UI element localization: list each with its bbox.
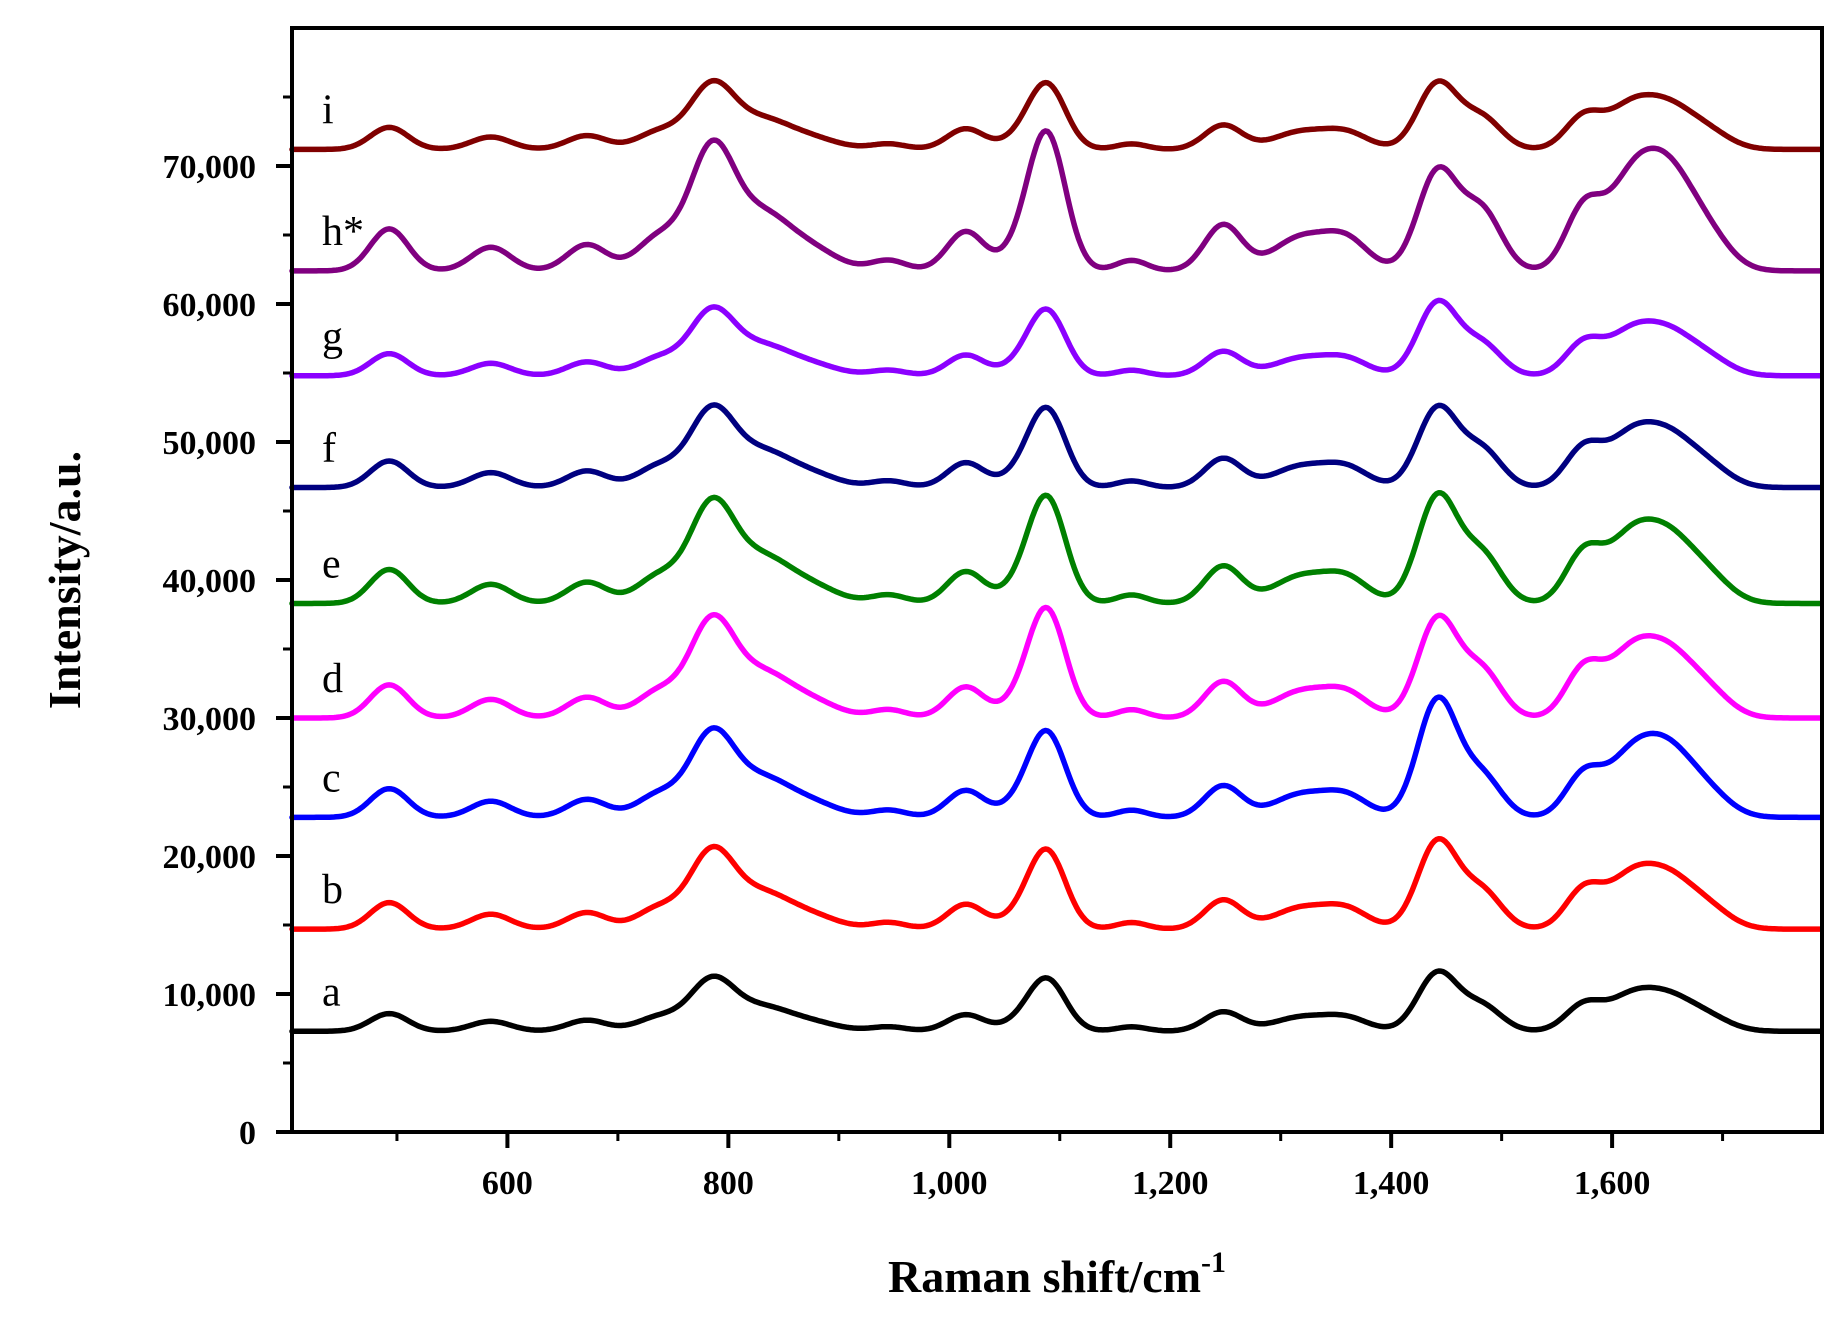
- series-label-i: i: [322, 87, 334, 133]
- series-label-a: a: [322, 969, 341, 1015]
- x-axis-label: Raman shift/cm-1: [888, 1246, 1226, 1302]
- series-line-g: [289, 297, 1824, 379]
- x-tick-label: 1,400: [1353, 1165, 1430, 1202]
- series-line-i: [289, 77, 1824, 153]
- x-axis-label-text: Raman shift/cm: [888, 1251, 1201, 1302]
- y-tick-label: 60,000: [163, 287, 257, 324]
- series-line-f: [289, 402, 1824, 491]
- series-line-e: [289, 490, 1824, 607]
- ticks-layer: 0 10,000 20,000 30,000 40,000 50,000 60,000 70,…: [163, 95, 1725, 1202]
- series-line-hstar: [289, 128, 1824, 274]
- y-tick-label: 30,000: [163, 701, 257, 738]
- series-label-d: d: [322, 656, 343, 702]
- series-line-b: [289, 836, 1824, 932]
- y-tick-label: 20,000: [163, 839, 257, 876]
- x-tick-label: 1,600: [1574, 1165, 1651, 1202]
- x-tick-label: 800: [703, 1165, 754, 1202]
- series-label-b: b: [322, 867, 343, 913]
- series-line-d: [289, 604, 1824, 721]
- series-line-a: [289, 968, 1824, 1035]
- y-tick-label: 70,000: [163, 149, 257, 186]
- x-tick-label: 1,200: [1132, 1165, 1209, 1202]
- y-tick-label: 10,000: [163, 977, 257, 1014]
- y-tick-label: 40,000: [163, 563, 257, 600]
- x-axis-label-superscript: -1: [1201, 1246, 1226, 1279]
- series-label-c: c: [322, 755, 341, 801]
- y-axis-label: Intensity/a.u.: [39, 451, 90, 709]
- y-tick-label: 0: [239, 1115, 256, 1152]
- x-tick-label: 1,000: [911, 1165, 988, 1202]
- series-label-e: e: [322, 541, 341, 587]
- series-labels-layer: a b c d e f g h* i: [322, 87, 364, 1015]
- y-tick-label: 50,000: [163, 425, 257, 462]
- series-label-f: f: [322, 426, 336, 472]
- series-layer: [289, 77, 1824, 1035]
- series-label-hstar: h*: [322, 209, 364, 255]
- series-line-c: [289, 694, 1824, 821]
- x-tick-label: 600: [482, 1165, 533, 1202]
- series-label-g: g: [322, 314, 343, 360]
